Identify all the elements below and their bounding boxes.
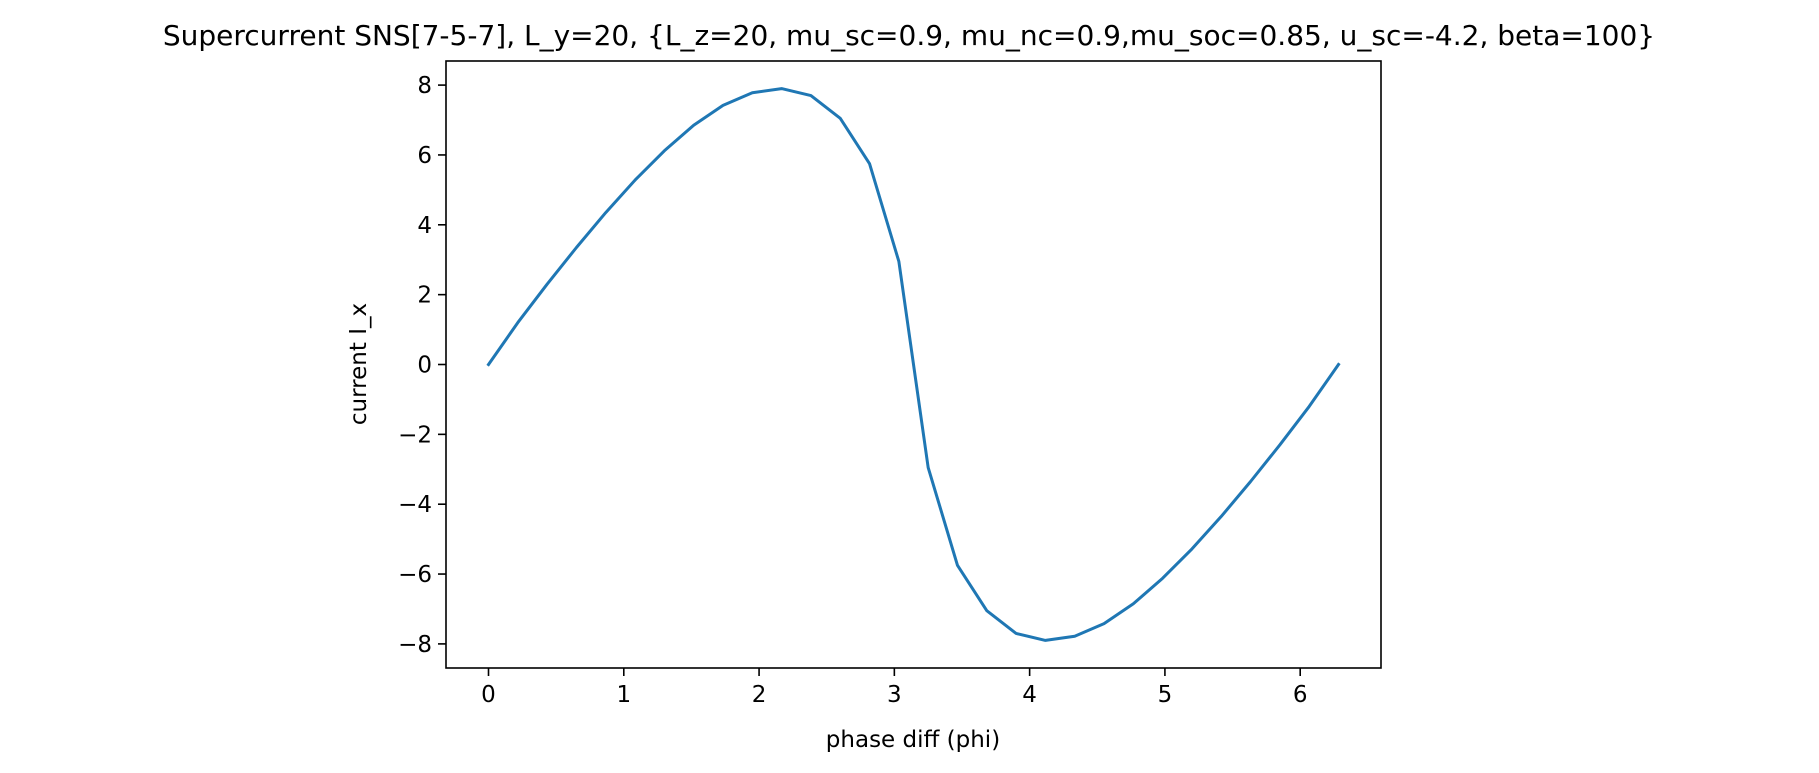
y-tick-label: −6 [398, 562, 432, 588]
y-axis-label: current I_x [346, 303, 372, 425]
x-axis-label: phase diff (phi) [826, 727, 1000, 753]
x-tick-label: 4 [1022, 682, 1037, 708]
y-tick-label: 0 [417, 353, 432, 379]
y-tick-label: 6 [417, 143, 432, 169]
x-tick-label: 1 [616, 682, 631, 708]
y-tick-label: −8 [398, 632, 432, 658]
axis-ticks: 0 1 2 3 4 5 6 −8 −6 −4 −2 0 2 4 6 8 [398, 73, 1307, 708]
y-tick-label: 2 [417, 283, 432, 309]
y-tick-label: −4 [398, 492, 432, 518]
y-tick-label: 8 [417, 73, 432, 99]
x-tick-label: 5 [1158, 682, 1173, 708]
plot-lines [486, 87, 1341, 642]
y-tick-label: −2 [398, 422, 432, 448]
series-line [486, 87, 1341, 642]
chart-title: Supercurrent SNS[7-5-7], L_y=20, {L_z=20… [163, 19, 1655, 52]
plot-frame [445, 60, 1382, 669]
y-tick-label: 4 [417, 213, 432, 239]
x-tick-label: 6 [1293, 682, 1308, 708]
x-tick-label: 2 [752, 682, 767, 708]
x-tick-label: 3 [887, 682, 902, 708]
x-tick-label: 0 [481, 682, 496, 708]
